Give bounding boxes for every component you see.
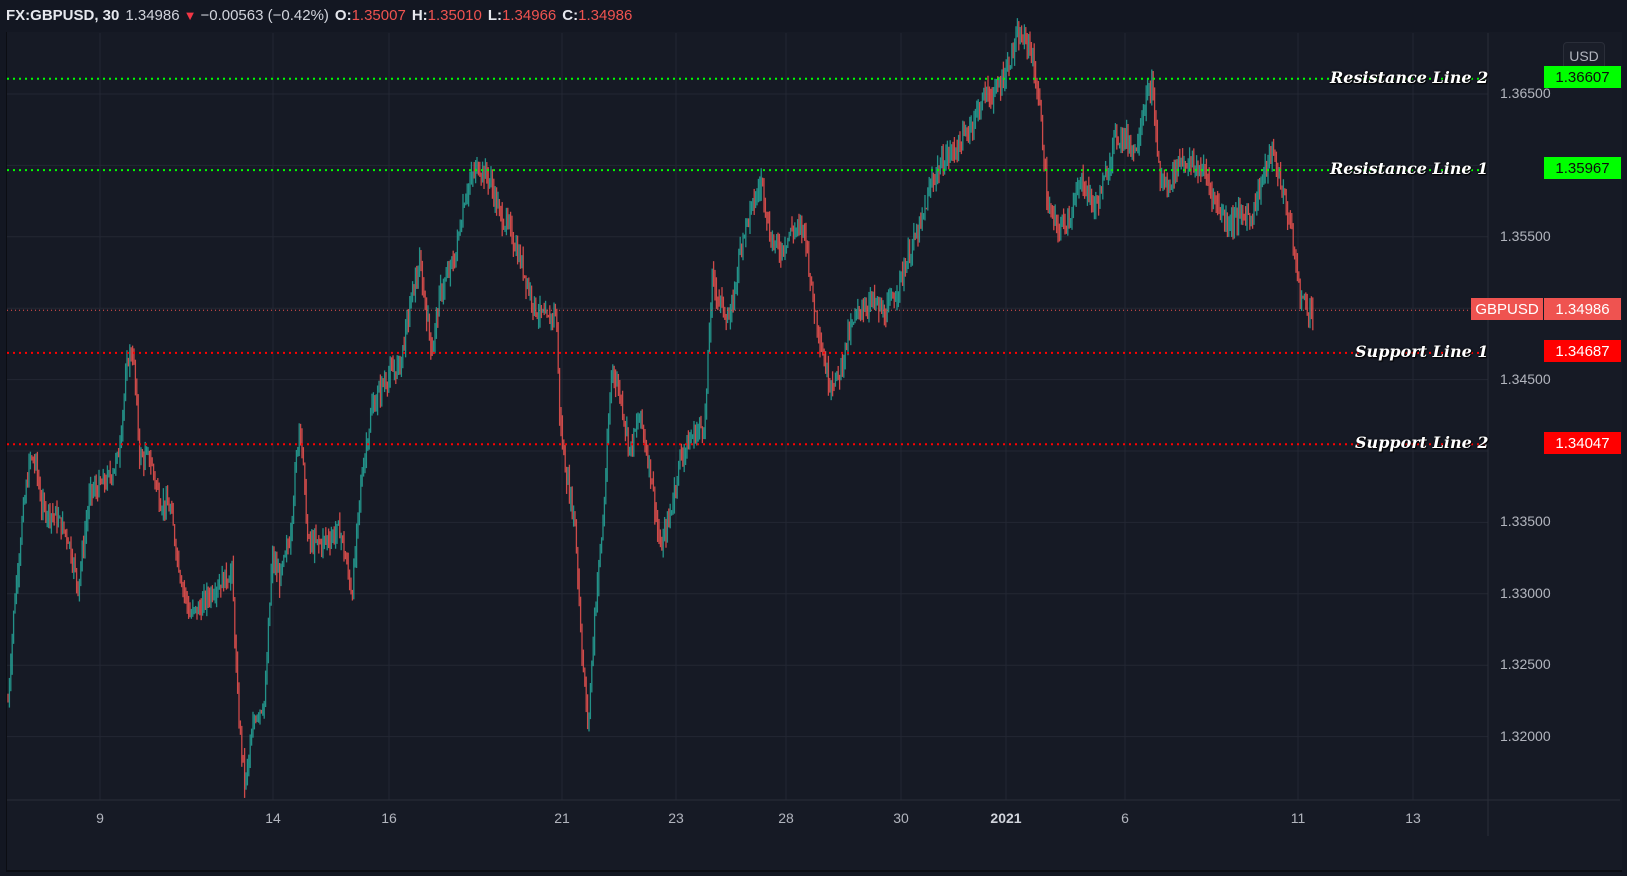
high-value: 1.35010 [427, 6, 482, 24]
price-axis-label: 1.33000 [1500, 584, 1551, 601]
chart-header: FX:GBPUSD, 30 1.34986 ▼ −0.00563 (−0.42%… [6, 4, 632, 26]
resistance-line-2-price-tag: 1.36607 [1544, 66, 1621, 88]
price-change: −0.00563 (−0.42%) [200, 6, 329, 24]
chart-pane[interactable] [6, 32, 1622, 872]
time-axis-label: 30 [893, 810, 909, 826]
current-price-tag: 1.34986 [1544, 298, 1621, 320]
open-value: 1.35007 [351, 6, 406, 24]
time-axis-label: 14 [265, 810, 281, 826]
price-axis-label: 1.33500 [1500, 513, 1551, 530]
time-axis-label: 21 [554, 810, 570, 826]
high-label: H: [411, 6, 428, 24]
price-axis-label: 1.32000 [1500, 727, 1551, 744]
time-axis-label: 9 [96, 810, 104, 826]
support-line-2-price-tag: 1.34047 [1544, 432, 1621, 454]
time-axis-label: 28 [778, 810, 794, 826]
resistance-line-1-price-tag: 1.35967 [1544, 157, 1621, 179]
time-axis-label: 11 [1290, 810, 1306, 826]
open-label: O: [334, 6, 352, 24]
price-axis-label: 1.34500 [1500, 370, 1551, 387]
price-axis-label: 1.36500 [1500, 85, 1551, 101]
price-axis-label: 1.35500 [1500, 227, 1551, 244]
support-line-2-label[interactable]: Support Line 2 [1355, 433, 1489, 452]
symbol-title[interactable]: FX:GBPUSD, 30 [6, 6, 120, 24]
time-axis-label: 13 [1405, 810, 1421, 826]
resistance-line-2-label[interactable]: Resistance Line 2 [1330, 68, 1489, 87]
last-price: 1.34986 [125, 6, 180, 24]
support-line-1-price-tag: 1.34687 [1544, 340, 1621, 362]
close-value: 1.34986 [578, 6, 633, 24]
candles [7, 18, 1314, 798]
current-symbol-tag: GBPUSD [1471, 298, 1543, 320]
close-label: C: [562, 6, 579, 24]
resistance-line-1-label[interactable]: Resistance Line 1 [1330, 159, 1489, 178]
support-line-1-label[interactable]: Support Line 1 [1355, 342, 1489, 361]
triangle-down-icon: ▼ [183, 7, 197, 23]
currency-button[interactable]: USD [1563, 42, 1605, 70]
time-axis-label: 23 [668, 810, 684, 826]
low-label: L: [487, 6, 503, 24]
low-value: 1.34966 [502, 6, 557, 24]
time-axis-label: 16 [381, 810, 397, 826]
price-axis-label: 1.32500 [1500, 656, 1551, 673]
time-axis-label: 6 [1121, 810, 1129, 826]
time-axis-label: 2021 [990, 810, 1022, 826]
